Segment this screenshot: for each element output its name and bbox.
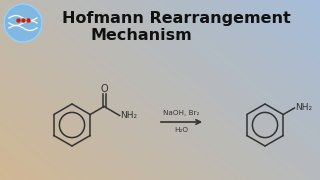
Text: Mechanism: Mechanism [90, 28, 192, 44]
Text: NaOH, Br₂: NaOH, Br₂ [163, 110, 200, 116]
Text: NH₂: NH₂ [120, 111, 137, 120]
Text: Hofmann Rearrangement: Hofmann Rearrangement [62, 10, 291, 26]
Text: O: O [100, 84, 108, 93]
Text: NH₂: NH₂ [295, 103, 312, 112]
Circle shape [4, 4, 42, 42]
Text: H₂O: H₂O [174, 127, 188, 133]
